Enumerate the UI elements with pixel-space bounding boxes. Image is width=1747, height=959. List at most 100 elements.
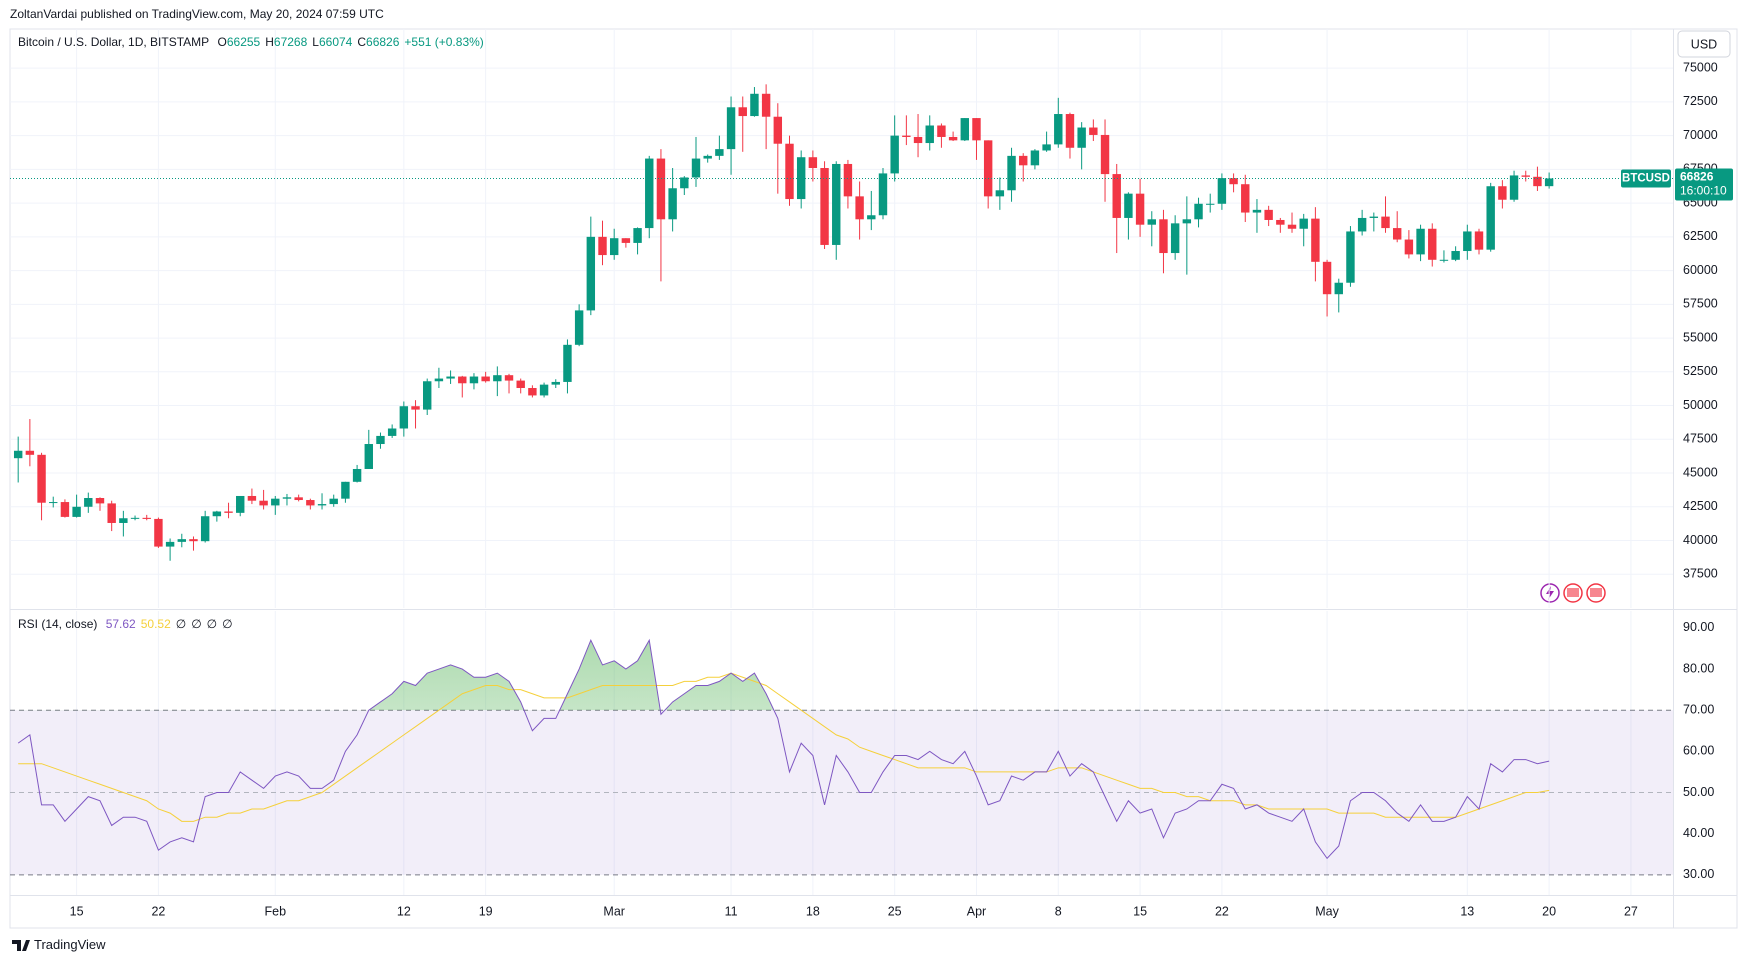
candle-body — [715, 149, 724, 156]
candle-body — [481, 376, 490, 382]
candle-body — [656, 158, 666, 220]
candle-body — [1439, 259, 1449, 261]
y-tick-label: 45000 — [1683, 465, 1718, 479]
x-tick-label: 25 — [888, 904, 902, 918]
x-tick-label: 20 — [1542, 904, 1556, 918]
candle-body — [796, 157, 806, 200]
ohlc-item: L66074 — [312, 35, 352, 49]
candle-body — [1182, 219, 1192, 224]
countdown-label: 16:00:10 — [1680, 184, 1727, 198]
brand-logo — [12, 940, 30, 951]
candle-body — [13, 450, 23, 459]
candle-body — [785, 143, 794, 200]
candle-body — [294, 497, 303, 501]
y-tick-label: 50000 — [1683, 398, 1718, 412]
candle-body — [189, 539, 198, 542]
chart-frame — [9, 28, 1738, 929]
rsi-legend: RSI (14, close) 57.62 50.52 ∅ ∅ ∅ ∅ — [18, 617, 238, 631]
input-placeholder: ∅ — [191, 617, 202, 631]
candle-body — [1241, 184, 1250, 213]
candle-body — [1042, 144, 1051, 151]
candle-body — [832, 163, 841, 245]
x-tick-label: 11 — [725, 904, 738, 918]
candle-body — [411, 406, 420, 410]
candle-body — [247, 495, 257, 501]
candle-body — [1451, 251, 1460, 260]
candle-body — [843, 163, 853, 197]
candle-body — [516, 380, 525, 389]
x-tick-label: 27 — [1624, 904, 1638, 918]
x-tick-label: Mar — [603, 904, 625, 918]
candle-body — [446, 376, 455, 379]
y-tick-label: 37500 — [1683, 567, 1718, 581]
logo-mark — [12, 940, 30, 951]
candle-body — [177, 539, 186, 542]
symbol-tag — [1621, 169, 1671, 188]
candle-body — [1404, 239, 1414, 255]
candle-body — [376, 435, 385, 445]
x-tick-label: 15 — [70, 904, 84, 918]
candle-body — [107, 503, 116, 523]
candle-body — [913, 136, 923, 144]
candle-body — [621, 238, 631, 243]
currency-button[interactable] — [1677, 30, 1731, 58]
candle-body — [598, 236, 607, 256]
ohlc-value: 66074 — [318, 35, 353, 49]
candle-body — [1194, 203, 1203, 220]
candle-body — [1229, 178, 1238, 185]
candle-body — [1170, 223, 1180, 254]
candle-body — [703, 155, 712, 159]
candle-body — [142, 517, 151, 519]
candle-body — [1334, 282, 1343, 295]
ohlc-item: O66255 — [218, 35, 261, 49]
x-tick-label: Apr — [967, 904, 986, 918]
candle-body — [1463, 231, 1472, 252]
y-tick-label: 52500 — [1683, 364, 1718, 378]
candle-body — [668, 188, 677, 220]
candles — [13, 84, 1554, 561]
input-placeholder: ∅ — [175, 617, 187, 631]
candle-body — [680, 177, 689, 189]
last-price-label: 66826 — [1680, 170, 1714, 184]
x-tick-label: 8 — [1055, 904, 1062, 918]
candle-body — [1322, 261, 1332, 295]
candle-body — [271, 498, 280, 506]
candle-body — [972, 118, 981, 141]
rsi-line — [17, 638, 1550, 860]
overbought-fill — [368, 640, 774, 711]
candle-body — [551, 381, 560, 385]
candle-body — [902, 135, 911, 137]
candle-body — [726, 107, 736, 150]
candle-body — [364, 444, 373, 469]
x-tick-label: 22 — [151, 904, 165, 918]
candle-body — [1299, 218, 1308, 229]
candle-body — [1054, 114, 1063, 145]
x-tick-label: Feb — [265, 904, 287, 918]
candle-body — [948, 136, 958, 141]
candle-body — [1392, 228, 1402, 240]
candle-body — [60, 502, 70, 517]
y-tick-label: 42500 — [1683, 499, 1718, 513]
candle-body — [423, 381, 432, 410]
candle-body — [1416, 228, 1425, 255]
candle-body — [341, 481, 350, 499]
candle-body — [1346, 231, 1355, 283]
candle-body — [282, 497, 292, 499]
y-tick-label: 75000 — [1683, 60, 1718, 74]
candle-body — [1357, 217, 1367, 232]
candle-body — [633, 228, 642, 243]
candle-body — [306, 500, 315, 506]
candle-body — [224, 511, 233, 513]
candle-body — [925, 125, 934, 144]
candle-body — [878, 173, 888, 216]
candle-body — [867, 215, 876, 220]
ohlc-item: C66826 — [357, 35, 399, 49]
candle-body — [1135, 193, 1145, 225]
candle-body — [1428, 228, 1437, 260]
y-tick-label: 40000 — [1683, 533, 1718, 547]
candle-body — [1264, 209, 1273, 220]
y-tick-label: 90.00 — [1683, 620, 1714, 634]
candle-body — [586, 236, 596, 311]
candle-body — [1287, 224, 1297, 229]
